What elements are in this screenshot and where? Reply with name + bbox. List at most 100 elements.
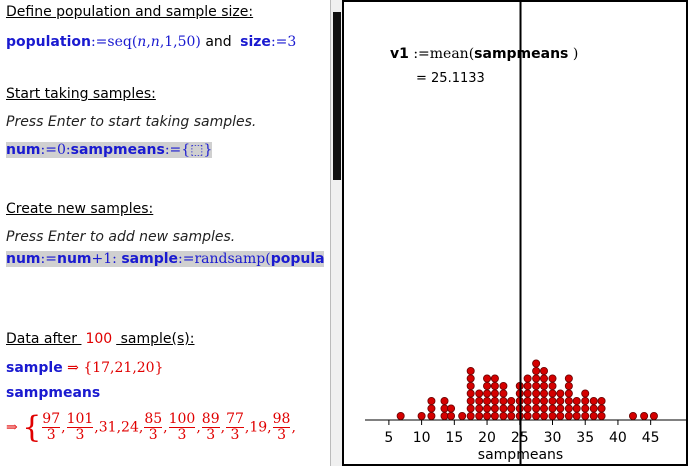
expr: ⬚ xyxy=(190,142,204,158)
dot xyxy=(548,404,557,413)
expr: n xyxy=(137,34,147,50)
expr: := xyxy=(40,251,57,267)
dot xyxy=(539,396,548,405)
fraction: 101 3 xyxy=(66,411,94,443)
heading: Create new samples: xyxy=(6,201,154,217)
dot xyxy=(475,389,484,398)
dot xyxy=(564,374,573,383)
dot xyxy=(532,389,541,398)
fraction: 98 3 xyxy=(272,411,291,443)
dot xyxy=(507,396,516,405)
numerator: 85 xyxy=(144,411,163,428)
dot-plot: 51015202530354045sampmeansv1 :=mean(samp… xyxy=(365,2,686,464)
dot xyxy=(523,411,532,420)
numerator: 101 xyxy=(66,411,94,428)
fraction: 100 3 xyxy=(168,411,196,443)
text: and xyxy=(200,34,237,50)
text: Data after xyxy=(6,331,82,347)
dot xyxy=(532,404,541,413)
scroll-thumb xyxy=(333,12,341,180)
dot xyxy=(396,411,405,420)
dot xyxy=(440,396,449,405)
fraction: 89 3 xyxy=(201,411,220,443)
hint: Press Enter to add new samples. xyxy=(6,229,236,245)
dot xyxy=(523,404,532,413)
dot xyxy=(649,411,658,420)
dot xyxy=(539,374,548,383)
dot xyxy=(597,411,606,420)
var: popula xyxy=(270,251,324,267)
dot xyxy=(483,411,492,420)
math-line: population:=seq(n,n,1,50) and size:=3 xyxy=(6,34,296,50)
formula-part: sampmeans xyxy=(474,46,568,62)
dot xyxy=(458,411,467,420)
dot xyxy=(499,404,508,413)
dot xyxy=(556,396,565,405)
mean-value: = 25.1133 xyxy=(416,71,485,86)
item: 24 xyxy=(121,419,139,436)
var: size xyxy=(240,34,271,50)
dot xyxy=(539,389,548,398)
dot xyxy=(466,396,475,405)
dot xyxy=(572,404,581,413)
dot xyxy=(556,389,565,398)
dot xyxy=(440,411,449,420)
dot xyxy=(589,411,598,420)
math-line: sample ⇒ {17,21,20} xyxy=(6,360,164,376)
dot xyxy=(523,381,532,390)
plot-panel xyxy=(342,0,688,466)
expr: :=3 xyxy=(270,34,297,50)
dot xyxy=(532,374,541,383)
dot xyxy=(466,389,475,398)
dot xyxy=(581,389,590,398)
dot xyxy=(564,404,573,413)
numerator: 98 xyxy=(272,411,291,428)
item: 19 xyxy=(249,419,268,436)
numerator: 89 xyxy=(201,411,220,428)
expr: , xyxy=(146,34,151,50)
dot xyxy=(483,389,492,398)
x-tick-label: 45 xyxy=(642,430,660,446)
dot xyxy=(581,411,590,420)
dot xyxy=(483,381,492,390)
dot xyxy=(466,366,475,375)
dot xyxy=(532,359,541,368)
denominator: 3 xyxy=(148,427,158,443)
dot xyxy=(556,404,565,413)
hint: Press Enter to start taking samples. xyxy=(6,114,257,130)
fraction: 85 3 xyxy=(144,411,163,443)
dot xyxy=(539,366,548,375)
expr: } xyxy=(203,142,213,158)
denominator: 3 xyxy=(177,427,187,443)
dot xyxy=(572,411,581,420)
dot xyxy=(490,396,499,405)
dot xyxy=(466,374,475,383)
dot xyxy=(532,411,541,420)
math-line: num:=0:sampmeans:={⬚} xyxy=(6,142,213,158)
dot xyxy=(539,381,548,390)
var: num xyxy=(56,251,92,267)
formula: v1 :=mean(sampmeans ) xyxy=(390,46,578,62)
numerator: 100 xyxy=(168,411,196,428)
var: sample xyxy=(6,360,63,376)
dot xyxy=(490,389,499,398)
dot xyxy=(539,404,548,413)
dot xyxy=(548,396,557,405)
dot xyxy=(427,411,436,420)
item: 31 xyxy=(98,419,117,436)
dot xyxy=(499,396,508,405)
dot xyxy=(589,404,598,413)
arrow: ⇒ xyxy=(62,360,84,376)
expr: :=0: xyxy=(40,142,71,158)
dot xyxy=(539,411,548,420)
var: sampmeans xyxy=(6,385,101,401)
math-line: num:=num+1: sample:=randsamp(popula xyxy=(6,251,324,267)
x-tick-label: 10 xyxy=(413,430,431,446)
text: sample(s): xyxy=(116,331,195,347)
dot xyxy=(440,404,449,413)
dot xyxy=(447,411,456,420)
dot xyxy=(499,381,508,390)
dot xyxy=(447,404,456,413)
dot xyxy=(523,374,532,383)
